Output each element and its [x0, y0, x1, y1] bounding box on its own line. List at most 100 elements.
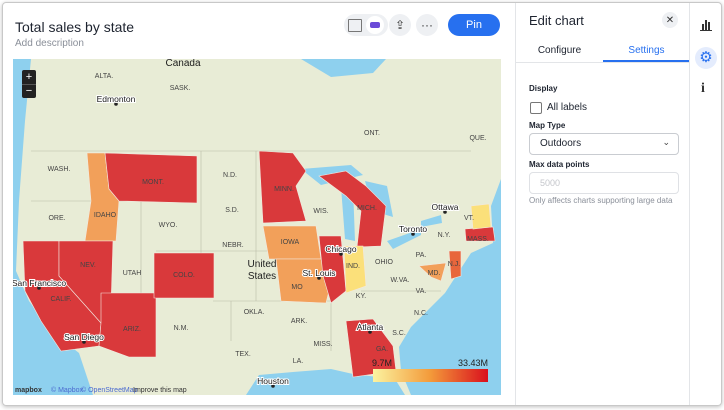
share-button[interactable]: ⇪ — [389, 14, 411, 36]
city-dot — [114, 102, 118, 106]
city-label: Houston — [257, 376, 289, 386]
tab[interactable]: Configure — [537, 45, 582, 56]
water — [13, 59, 501, 395]
city-dot — [368, 330, 372, 334]
region-label: MO — [291, 284, 303, 291]
map-glyph — [370, 22, 380, 28]
region-label: VT. — [464, 215, 474, 222]
region-label: OKLA. — [244, 309, 265, 316]
region-label: ALTA. — [95, 73, 113, 80]
map-icon[interactable] — [366, 16, 384, 34]
region-label: PA. — [416, 252, 427, 259]
region-label: MONT. — [142, 179, 164, 186]
settings-icon[interactable]: ⚙ — [695, 47, 717, 69]
map-labels: CanadaALTA.SASK.EdmontonONT.QUE.WASH.MON… — [13, 59, 489, 388]
city-label: Atlanta — [357, 322, 384, 332]
region-label: N.C. — [414, 310, 428, 317]
region-label: ONT. — [364, 130, 380, 137]
field-label: Map Type — [529, 121, 566, 130]
region-label: KY. — [356, 293, 366, 300]
city-dot — [82, 340, 86, 344]
region-label: N.M. — [174, 325, 189, 332]
city-dot — [271, 384, 275, 388]
legend-gradient — [373, 369, 488, 382]
info-icon[interactable]: i — [701, 81, 705, 96]
zoom-control: + − — [22, 70, 36, 98]
app-window: Total sales by state Add description ⇪ ·… — [2, 2, 722, 406]
state — [470, 203, 492, 230]
region-label: ARIZ. — [123, 326, 141, 333]
region-label: IDAHO — [94, 212, 117, 219]
chart-icon[interactable] — [700, 19, 712, 31]
region-label: OHIO — [375, 259, 393, 266]
state — [275, 258, 330, 304]
atlantic — [399, 179, 501, 395]
country-label: United States — [247, 259, 277, 282]
region-label: CALIF. — [50, 296, 71, 303]
legend-min: 9.7M — [372, 358, 392, 368]
state-lines — [31, 150, 471, 351]
region-label: W.VA. — [391, 277, 410, 284]
chart-title[interactable]: Total sales by state — [15, 19, 135, 35]
bar-glyph — [708, 22, 710, 30]
pin-button[interactable]: Pin — [448, 14, 500, 36]
placeholder: 5000 — [540, 178, 561, 188]
region-label: ORE. — [48, 215, 65, 222]
pacific — [13, 59, 93, 395]
region-label: TEX. — [235, 351, 251, 358]
region-label: Canada — [165, 59, 200, 69]
region-label: S.D. — [225, 207, 239, 214]
region-label: NEV. — [80, 262, 96, 269]
section-label: Display — [529, 84, 558, 93]
zoom-in[interactable]: + — [22, 70, 36, 85]
attribution[interactable]: Improve this map — [133, 387, 187, 394]
description[interactable]: Add description — [15, 38, 84, 49]
city-label: St. Louis — [302, 268, 335, 278]
attribution[interactable]: © OpenStreetMap — [81, 386, 138, 394]
mapbox-logo[interactable]: mapbox — [15, 387, 42, 394]
table-icon[interactable] — [348, 19, 362, 32]
view-toggle[interactable] — [344, 14, 388, 36]
state — [448, 250, 462, 280]
max-points-input[interactable]: 5000 — [529, 172, 679, 194]
bar-glyph — [705, 20, 707, 30]
attribution[interactable]: © Mapbox — [51, 386, 84, 394]
region-label: SASK. — [170, 85, 191, 92]
lake — [421, 215, 442, 227]
region-label: UTAH — [123, 270, 142, 277]
region-label: S.C. — [392, 330, 406, 337]
city-label: San Francisco — [13, 278, 66, 288]
region-label: MD. — [428, 270, 441, 277]
state — [418, 262, 447, 282]
state — [318, 235, 347, 304]
tab-active[interactable]: Settings — [603, 45, 690, 62]
legend-max: 33.43M — [458, 358, 488, 368]
region-label: MISS. — [313, 341, 332, 348]
state — [345, 318, 397, 378]
close-button[interactable]: ✕ — [662, 12, 678, 28]
region-label: WIS. — [313, 208, 328, 215]
map-type-select[interactable]: Outdoors ⌄ — [529, 133, 679, 155]
state — [104, 152, 198, 204]
city-dot — [317, 276, 321, 280]
city-dot — [411, 232, 415, 236]
region-label: N.Y. — [438, 232, 451, 239]
borders — [31, 150, 471, 351]
state — [98, 292, 157, 358]
map[interactable]: 9.7M 33.43M Canada ALTA. SASK. Edmonton ONT.… — [13, 59, 501, 395]
hint: Only affects charts supporting large dat… — [529, 196, 673, 205]
chevron: ⌄ — [662, 137, 670, 147]
states — [22, 150, 496, 378]
region-label: VA. — [416, 288, 427, 295]
region-label: MASS. — [467, 236, 489, 243]
sidebar: ⚙ i — [689, 3, 721, 405]
checkbox[interactable] — [530, 102, 542, 114]
zoom-out[interactable]: − — [25, 85, 33, 97]
bar-glyph — [702, 24, 704, 30]
field-label: Max data points — [529, 160, 590, 169]
region-label: MICH. — [357, 205, 377, 212]
state — [318, 170, 387, 248]
more-button[interactable]: ··· — [416, 14, 438, 36]
checkbox-label[interactable]: All labels — [547, 102, 588, 113]
city-dot — [443, 210, 447, 214]
